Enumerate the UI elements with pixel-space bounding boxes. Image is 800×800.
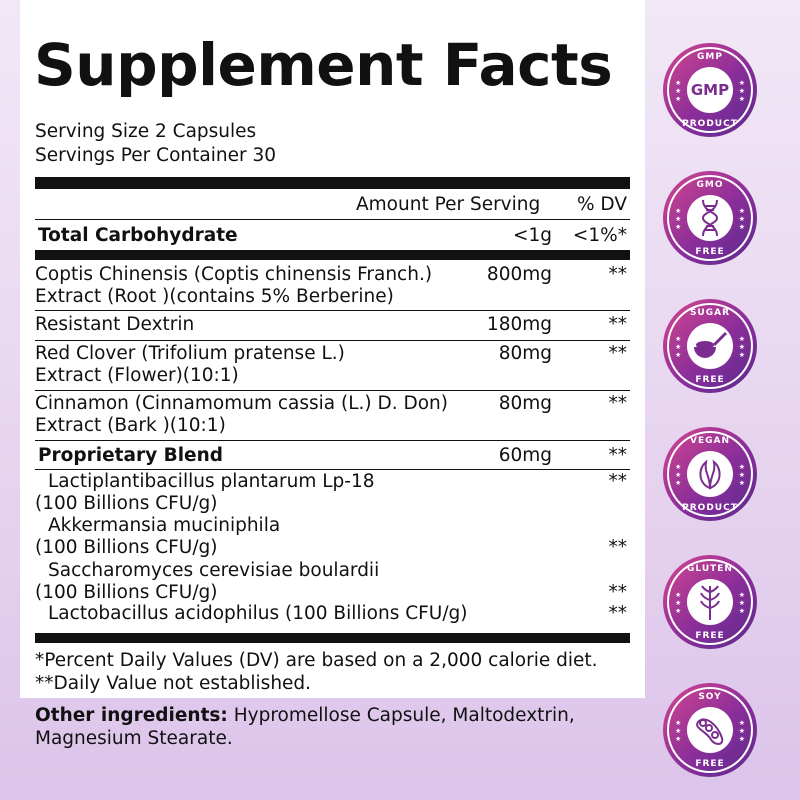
blend-item-name: Lactobacillus acidophilus (100 Billions …	[48, 603, 468, 624]
badge-ring	[667, 175, 753, 261]
ingredient-amount: 80mg	[498, 393, 552, 414]
ingredient-name: Red Clover (Trifolium pratense L.)	[35, 343, 345, 364]
other-line1: Hypromellose Capsule, Maltodextrin,	[227, 705, 575, 726]
page-title: Supplement Facts	[34, 31, 613, 99]
star-icon: ★ ★ ★	[675, 79, 682, 103]
divider-thick	[35, 250, 630, 260]
star-icon: ★ ★ ★	[675, 463, 682, 487]
star-icon: ★ ★ ★	[675, 719, 682, 743]
ingredient-detail: Extract (Flower)(10:1)	[35, 365, 239, 386]
blend-item-detail: (100 Billions CFU/g)	[35, 582, 218, 603]
supplement-facts-panel	[20, 0, 645, 698]
badge-ring	[667, 559, 753, 645]
badge-bottom-text: FREE	[695, 631, 725, 641]
blend-item-dv: **	[608, 582, 628, 603]
total-carb-amount: <1g	[512, 225, 552, 246]
blend-item-dv: **	[608, 471, 628, 492]
star-icon: ★ ★ ★	[738, 335, 745, 359]
total-carb-label: Total Carbohydrate	[38, 225, 238, 246]
star-icon: ★ ★ ★	[738, 207, 745, 231]
dna-badge: GMO ★ ★ ★ ★ ★ ★ FREE	[663, 171, 757, 265]
badge-top-text: SOY	[698, 692, 722, 702]
star-icon: ★ ★ ★	[738, 719, 745, 743]
badge-ring	[667, 687, 753, 773]
star-icon: ★ ★ ★	[738, 79, 745, 103]
divider	[35, 469, 630, 470]
ingredient-amount: 800mg	[486, 264, 552, 285]
ingredient-name: Cinnamon (Cinnamomum cassia (L.) D. Don)	[35, 393, 448, 414]
badge-top-text: GLUTEN	[687, 564, 733, 574]
footnote-not-established: **Daily Value not established.	[35, 673, 312, 694]
divider	[35, 219, 630, 220]
leaf-badge: VEGAN ★ ★ ★ ★ ★ ★ PRODUCT	[663, 427, 757, 521]
ingredient-dv: **	[608, 393, 628, 414]
leaf-icon	[687, 451, 733, 497]
star-icon: ★ ★ ★	[675, 335, 682, 359]
badge-ring	[667, 47, 753, 133]
serving-size: Serving Size 2 Capsules	[35, 121, 257, 142]
ingredient-name: Coptis Chinensis (Coptis chinensis Franc…	[35, 264, 433, 285]
star-icon: ★ ★ ★	[675, 207, 682, 231]
ingredient-amount: 180mg	[486, 314, 552, 335]
dna-icon	[687, 195, 733, 241]
badge-top-text: GMO	[696, 180, 724, 190]
badge-center-text: GMP	[690, 81, 730, 99]
badge-ring	[667, 303, 753, 389]
blend-item-detail: (100 Billions CFU/g)	[35, 537, 218, 558]
dv-header: % DV	[576, 194, 627, 215]
soybean-badge: SOY ★ ★ ★ ★ ★ ★ FREE	[663, 683, 757, 777]
badge-bottom-text: FREE	[695, 375, 725, 385]
divider	[35, 340, 630, 341]
badge-top-text: GMP	[697, 52, 723, 62]
blend-item-name: Saccharomyces cerevisiae boulardii	[48, 560, 380, 581]
badge-bottom-text: PRODUCT	[682, 119, 738, 129]
other-line2: Magnesium Stearate.	[35, 728, 233, 749]
blend-item-name: Lactiplantibacillus plantarum Lp-18	[48, 471, 375, 492]
badge-bottom-text: PRODUCT	[682, 503, 738, 513]
soybean-icon	[687, 707, 733, 753]
divider-thick	[35, 633, 630, 643]
wheat-badge: GLUTEN ★ ★ ★ ★ ★ ★ FREE	[663, 555, 757, 649]
servings-per-container: Servings Per Container 30	[35, 145, 276, 166]
gmp-logo-icon: GMP	[687, 67, 733, 113]
blend-name: Proprietary Blend	[38, 445, 223, 466]
ingredient-dv: **	[608, 343, 628, 364]
blend-dv: **	[608, 445, 628, 466]
blend-amount: 60mg	[498, 445, 552, 466]
divider	[35, 310, 630, 311]
star-icon: ★ ★ ★	[675, 591, 682, 615]
wheat-icon	[687, 579, 733, 625]
blend-item-name: Akkermansia muciniphila	[48, 515, 281, 536]
ingredient-amount: 80mg	[498, 343, 552, 364]
blend-item-dv: **	[608, 603, 628, 624]
gmp-badge: GMP GMP ★ ★ ★ ★ ★ ★ PRODUCT	[663, 43, 757, 137]
ingredient-detail: Extract (Root )(contains 5% Berberine)	[35, 286, 394, 307]
divider-thick	[35, 177, 630, 189]
ingredient-dv: **	[608, 314, 628, 335]
total-carb-dv: <1%*	[572, 225, 627, 246]
sugar-spoon-badge: SUGAR ★ ★ ★ ★ ★ ★ FREE	[663, 299, 757, 393]
badge-ring	[667, 431, 753, 517]
blend-item-detail: (100 Billions CFU/g)	[35, 493, 218, 514]
badge-top-text: SUGAR	[689, 308, 731, 318]
ingredient-name: Resistant Dextrin	[35, 314, 195, 335]
divider	[35, 440, 630, 441]
badge-bottom-text: FREE	[695, 759, 725, 769]
star-icon: ★ ★ ★	[738, 463, 745, 487]
other-ingredients: Other ingredients: Hypromellose Capsule,…	[35, 705, 575, 727]
star-icon: ★ ★ ★	[738, 591, 745, 615]
ingredient-dv: **	[608, 264, 628, 285]
sugar-spoon-icon	[687, 323, 733, 369]
badge-top-text: VEGAN	[690, 436, 730, 446]
amount-header: Amount Per Serving	[356, 194, 541, 215]
footnote-dv: *Percent Daily Values (DV) are based on …	[35, 650, 598, 671]
divider	[35, 390, 630, 391]
badge-bottom-text: FREE	[695, 247, 725, 257]
ingredient-detail: Extract (Bark )(10:1)	[35, 415, 226, 436]
other-label: Other ingredients:	[35, 705, 228, 726]
blend-item-dv: **	[608, 537, 628, 558]
